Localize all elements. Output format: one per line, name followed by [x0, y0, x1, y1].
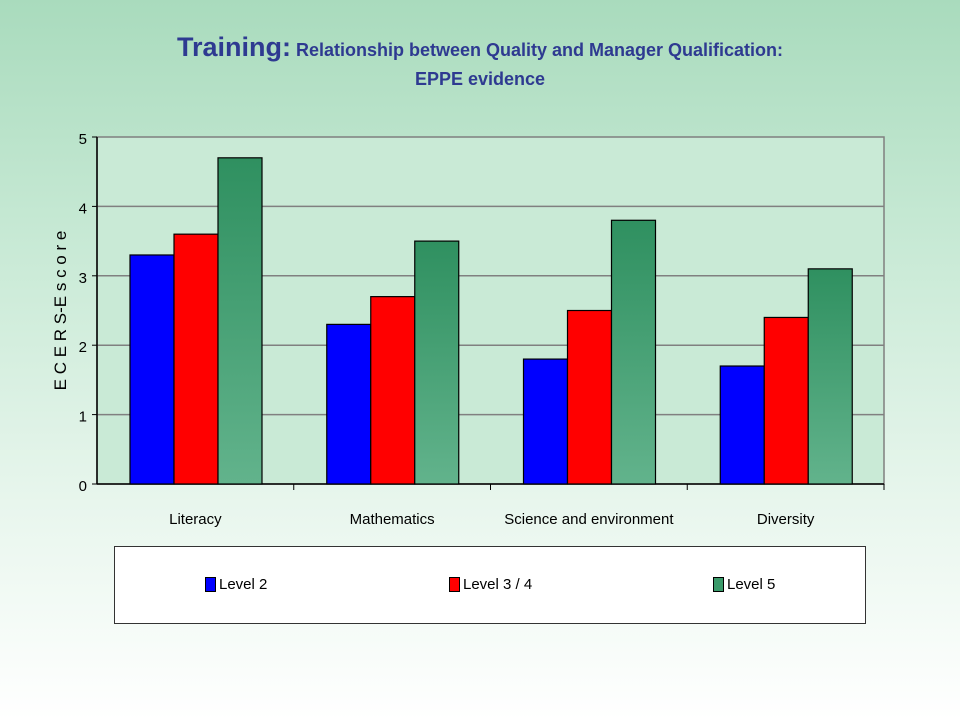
title-main: Training:: [176, 32, 291, 62]
legend-label-level-2: Level 2: [219, 576, 268, 593]
bar-level-5: [414, 240, 460, 485]
bar-level-2: [129, 254, 175, 485]
y-tick-label: 0: [79, 478, 87, 495]
bar-level-3-4: [173, 233, 219, 485]
x-tick-label: Diversity: [757, 511, 815, 528]
y-tick-label: 2: [79, 339, 87, 356]
x-tick-label: Science and environment: [504, 511, 674, 528]
y-tick-label: 3: [79, 270, 87, 287]
legend-item-level-2: Level 2: [205, 576, 267, 593]
bar-level-2: [326, 323, 372, 485]
legend-swatch-level-2: [205, 577, 216, 592]
legend-label-level-3-4: Level 3 / 4: [463, 576, 533, 593]
y-axis-label: E C E R S-E s c o r e: [51, 231, 70, 391]
legend-item-level-5: Level 5: [713, 576, 775, 593]
y-tick-label: 5: [79, 131, 87, 148]
title-rest: Relationship between Quality and Manager…: [295, 40, 784, 60]
bar-level-5: [807, 268, 853, 485]
legend-item-level-3-4: Level 3 / 4: [449, 576, 532, 593]
y-tick-label: 1: [79, 409, 87, 426]
chart-title: Training: Relationship between Quality a…: [0, 30, 960, 91]
legend-label-level-5: Level 5: [727, 576, 776, 593]
legend-swatch-level-3-4: [449, 577, 460, 592]
bar-level-5: [610, 219, 657, 485]
bar-level-2: [719, 365, 765, 485]
title-line2: EPPE evidence: [414, 69, 546, 89]
bar-level-3-4: [370, 296, 416, 485]
bar-level-3-4: [566, 309, 613, 485]
x-tick-label: Literacy: [169, 511, 222, 528]
bar-level-2: [522, 358, 569, 485]
y-tick-label: 4: [79, 200, 87, 217]
bar-level-3-4: [763, 316, 809, 485]
x-tick-label: Mathematics: [350, 511, 435, 528]
legend: Level 2 Level 3 / 4 Level 5: [114, 546, 866, 624]
legend-swatch-level-5: [713, 577, 724, 592]
bar-level-5: [217, 157, 263, 485]
